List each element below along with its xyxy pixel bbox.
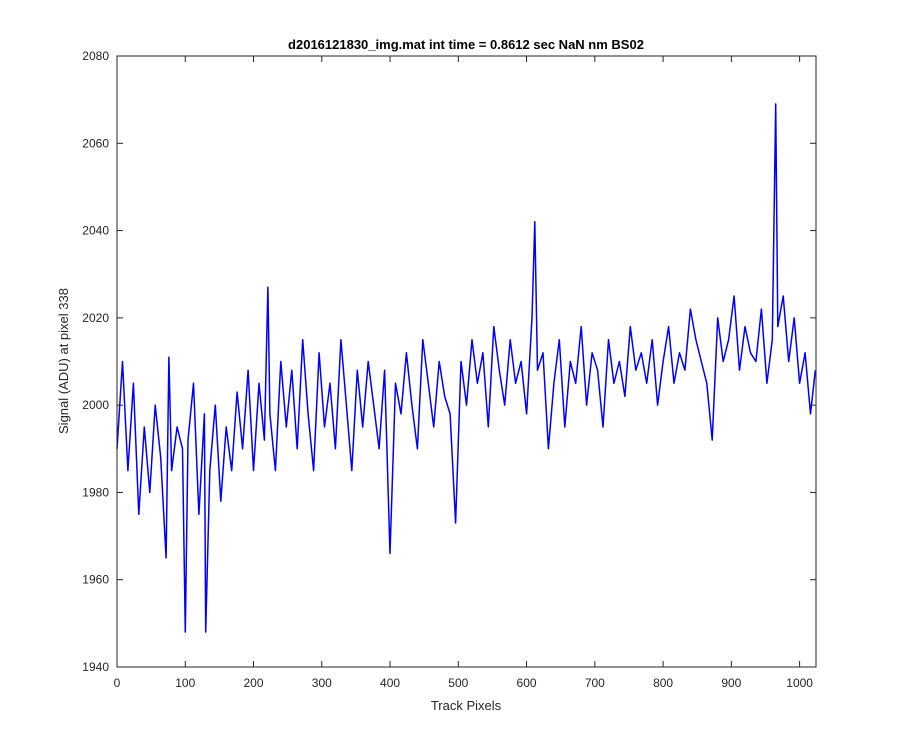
y-tick-label: 1980 (82, 485, 109, 499)
x-tick-label: 300 (312, 676, 332, 690)
x-tick-label: 800 (653, 676, 673, 690)
x-tick-label: 900 (721, 676, 741, 690)
x-tick-label: 400 (380, 676, 400, 690)
data-layer (116, 103, 817, 633)
x-tick-label: 0 (114, 676, 121, 690)
plot-area (117, 56, 816, 667)
x-tick-label: 100 (175, 676, 195, 690)
y-tick-label: 2080 (82, 49, 109, 63)
x-tick-label: 500 (448, 676, 468, 690)
x-tick-label: 1000 (786, 676, 813, 690)
y-tick-label: 2000 (82, 398, 109, 412)
tick-layer: 0 100 200 300 400 500 600 700 800 900 1000 1940 1960… (82, 49, 816, 690)
y-tick-label: 1940 (82, 660, 109, 674)
y-tick-label: 1960 (82, 573, 109, 587)
y-axis-label: Signal (ADU) at pixel 338 (56, 288, 71, 434)
series-line-0 (116, 103, 817, 633)
x-tick-label: 700 (585, 676, 605, 690)
plot-frame (116, 55, 817, 668)
y-tick-label: 2040 (82, 224, 109, 238)
chart-title: d2016121830_img.mat int time = 0.8612 se… (288, 37, 644, 52)
y-tick-label: 2060 (82, 136, 109, 150)
x-tick-label: 600 (517, 676, 537, 690)
y-tick-label: 2020 (82, 311, 109, 325)
x-axis-label: Track Pixels (431, 698, 502, 713)
x-tick-label: 200 (244, 676, 264, 690)
